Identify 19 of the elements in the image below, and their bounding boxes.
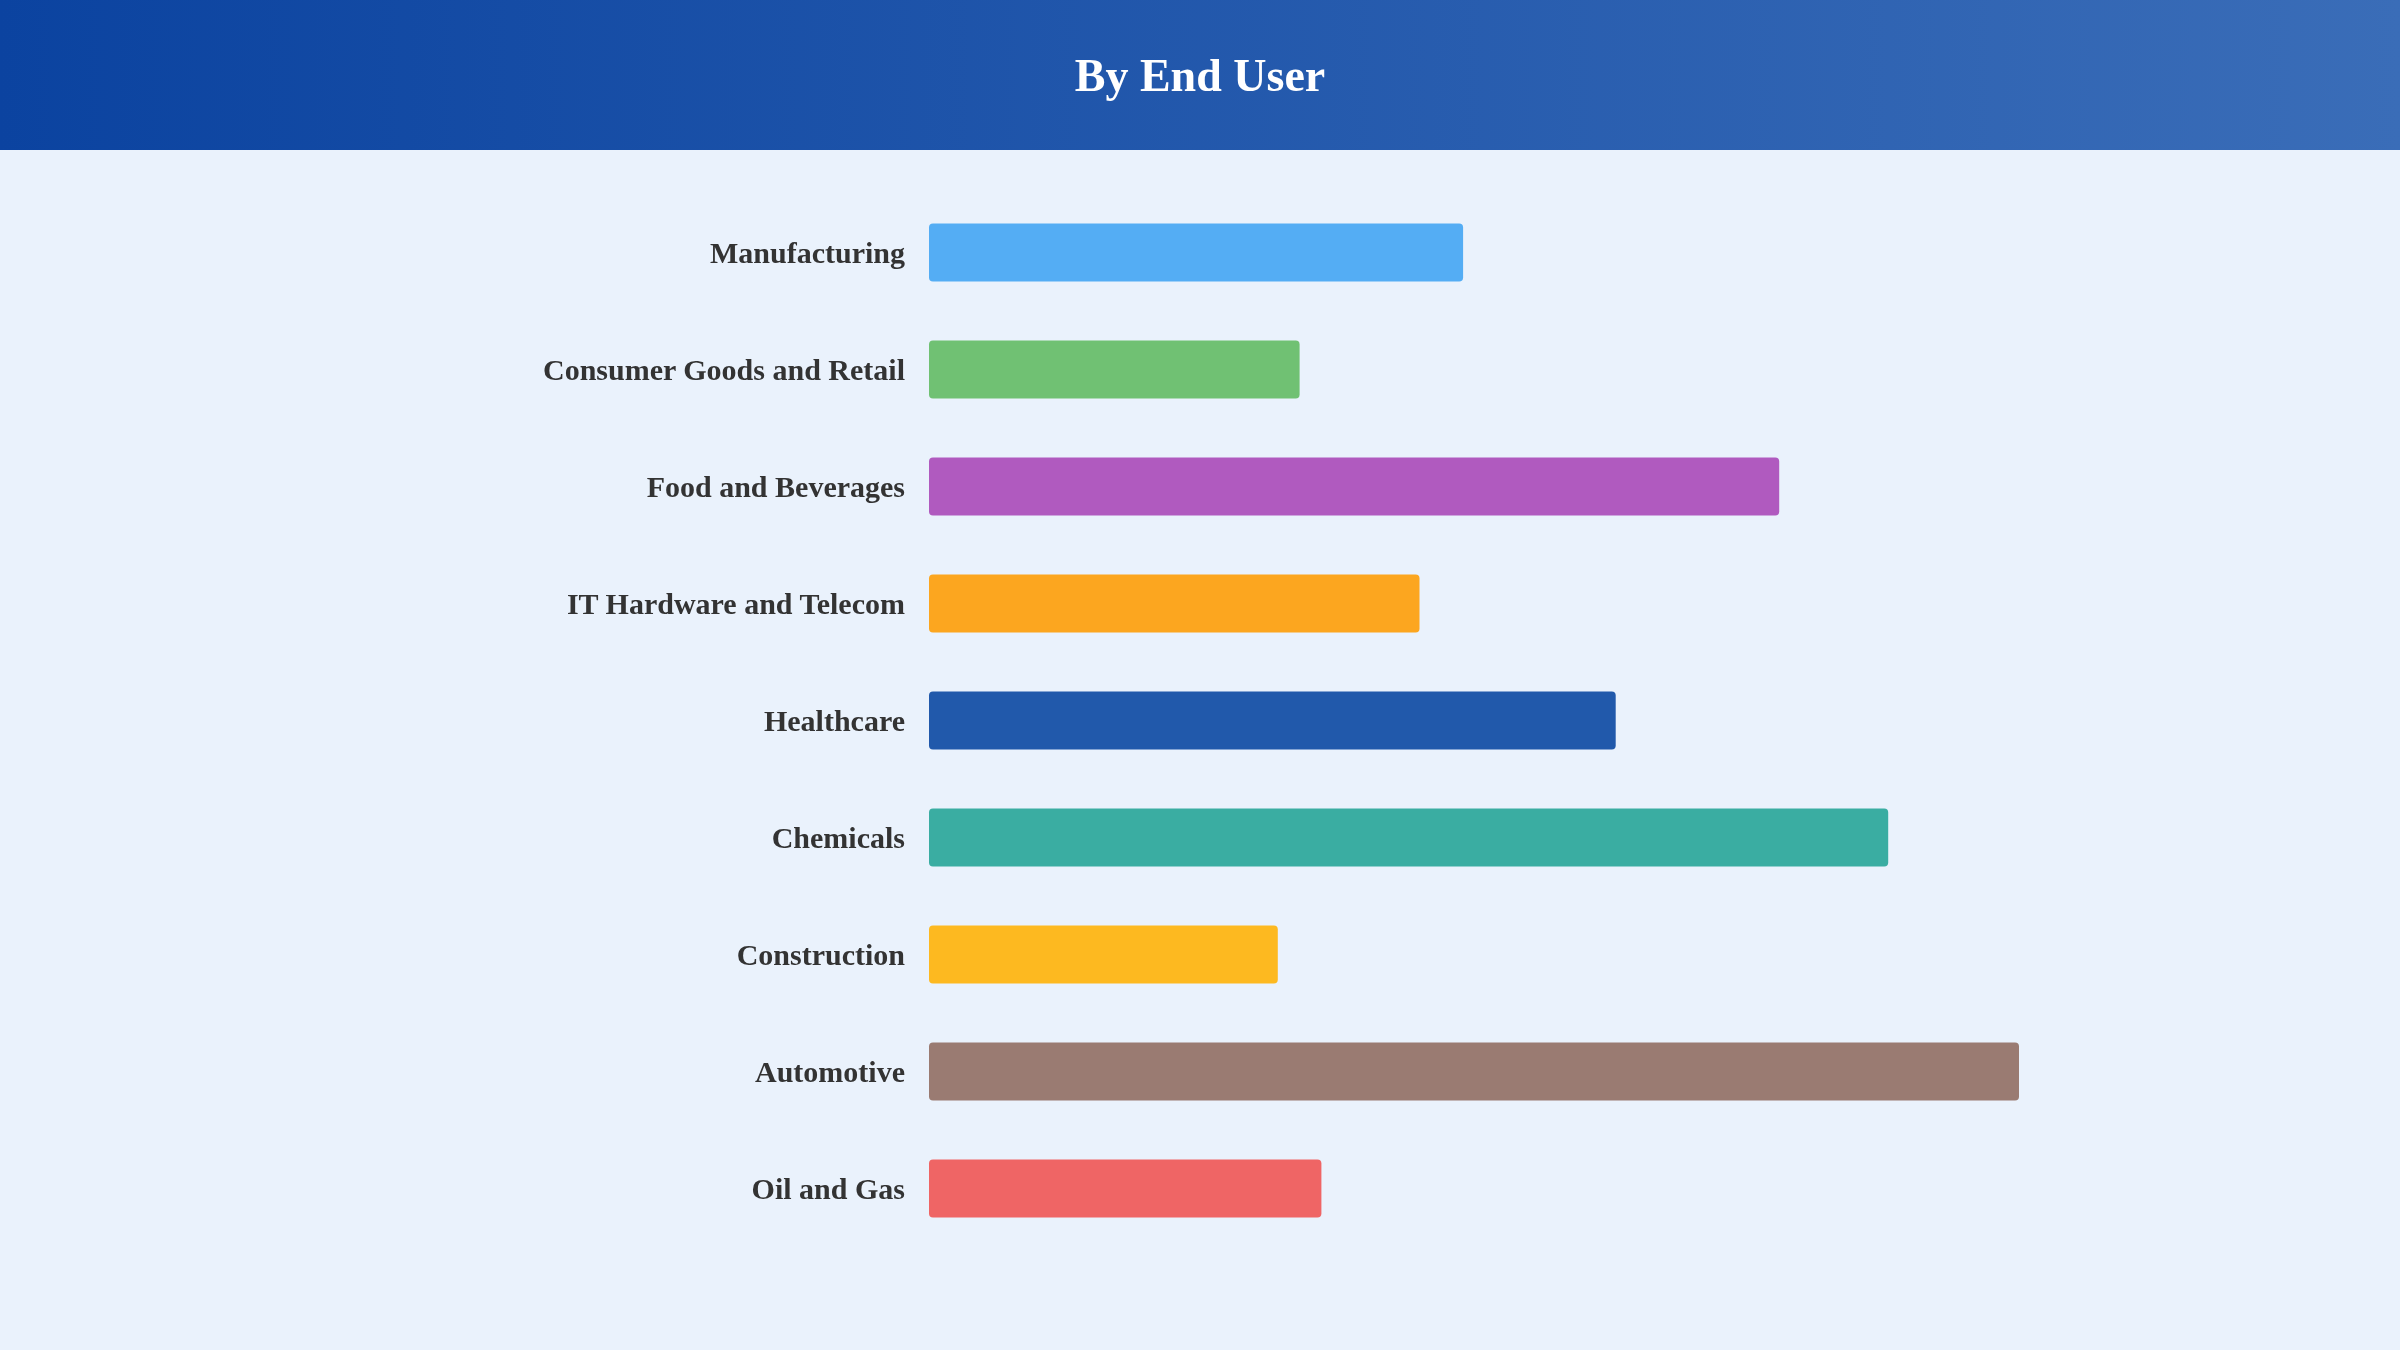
y-tick-label: Chemicals xyxy=(771,821,905,854)
bar xyxy=(929,223,1464,282)
y-tick-label: Food and Beverages xyxy=(646,470,905,503)
bar xyxy=(929,925,1278,984)
bar xyxy=(929,574,1420,633)
y-tick-label: Consumer Goods and Retail xyxy=(543,353,905,386)
bar xyxy=(929,808,1889,867)
bar xyxy=(929,340,1300,399)
bar xyxy=(929,1042,2019,1101)
bar xyxy=(929,457,1780,516)
chart-title: By End User xyxy=(1074,48,1326,102)
bar xyxy=(929,691,1616,750)
y-tick-label: Construction xyxy=(736,938,906,971)
bar xyxy=(929,1159,1322,1218)
y-tick-label: IT Hardware and Telecom xyxy=(566,587,905,620)
y-tick-label: Automotive xyxy=(755,1055,905,1088)
y-tick-label: Manufacturing xyxy=(710,236,905,269)
y-tick-label: Oil and Gas xyxy=(751,1172,905,1205)
y-tick-label: Healthcare xyxy=(763,704,905,737)
